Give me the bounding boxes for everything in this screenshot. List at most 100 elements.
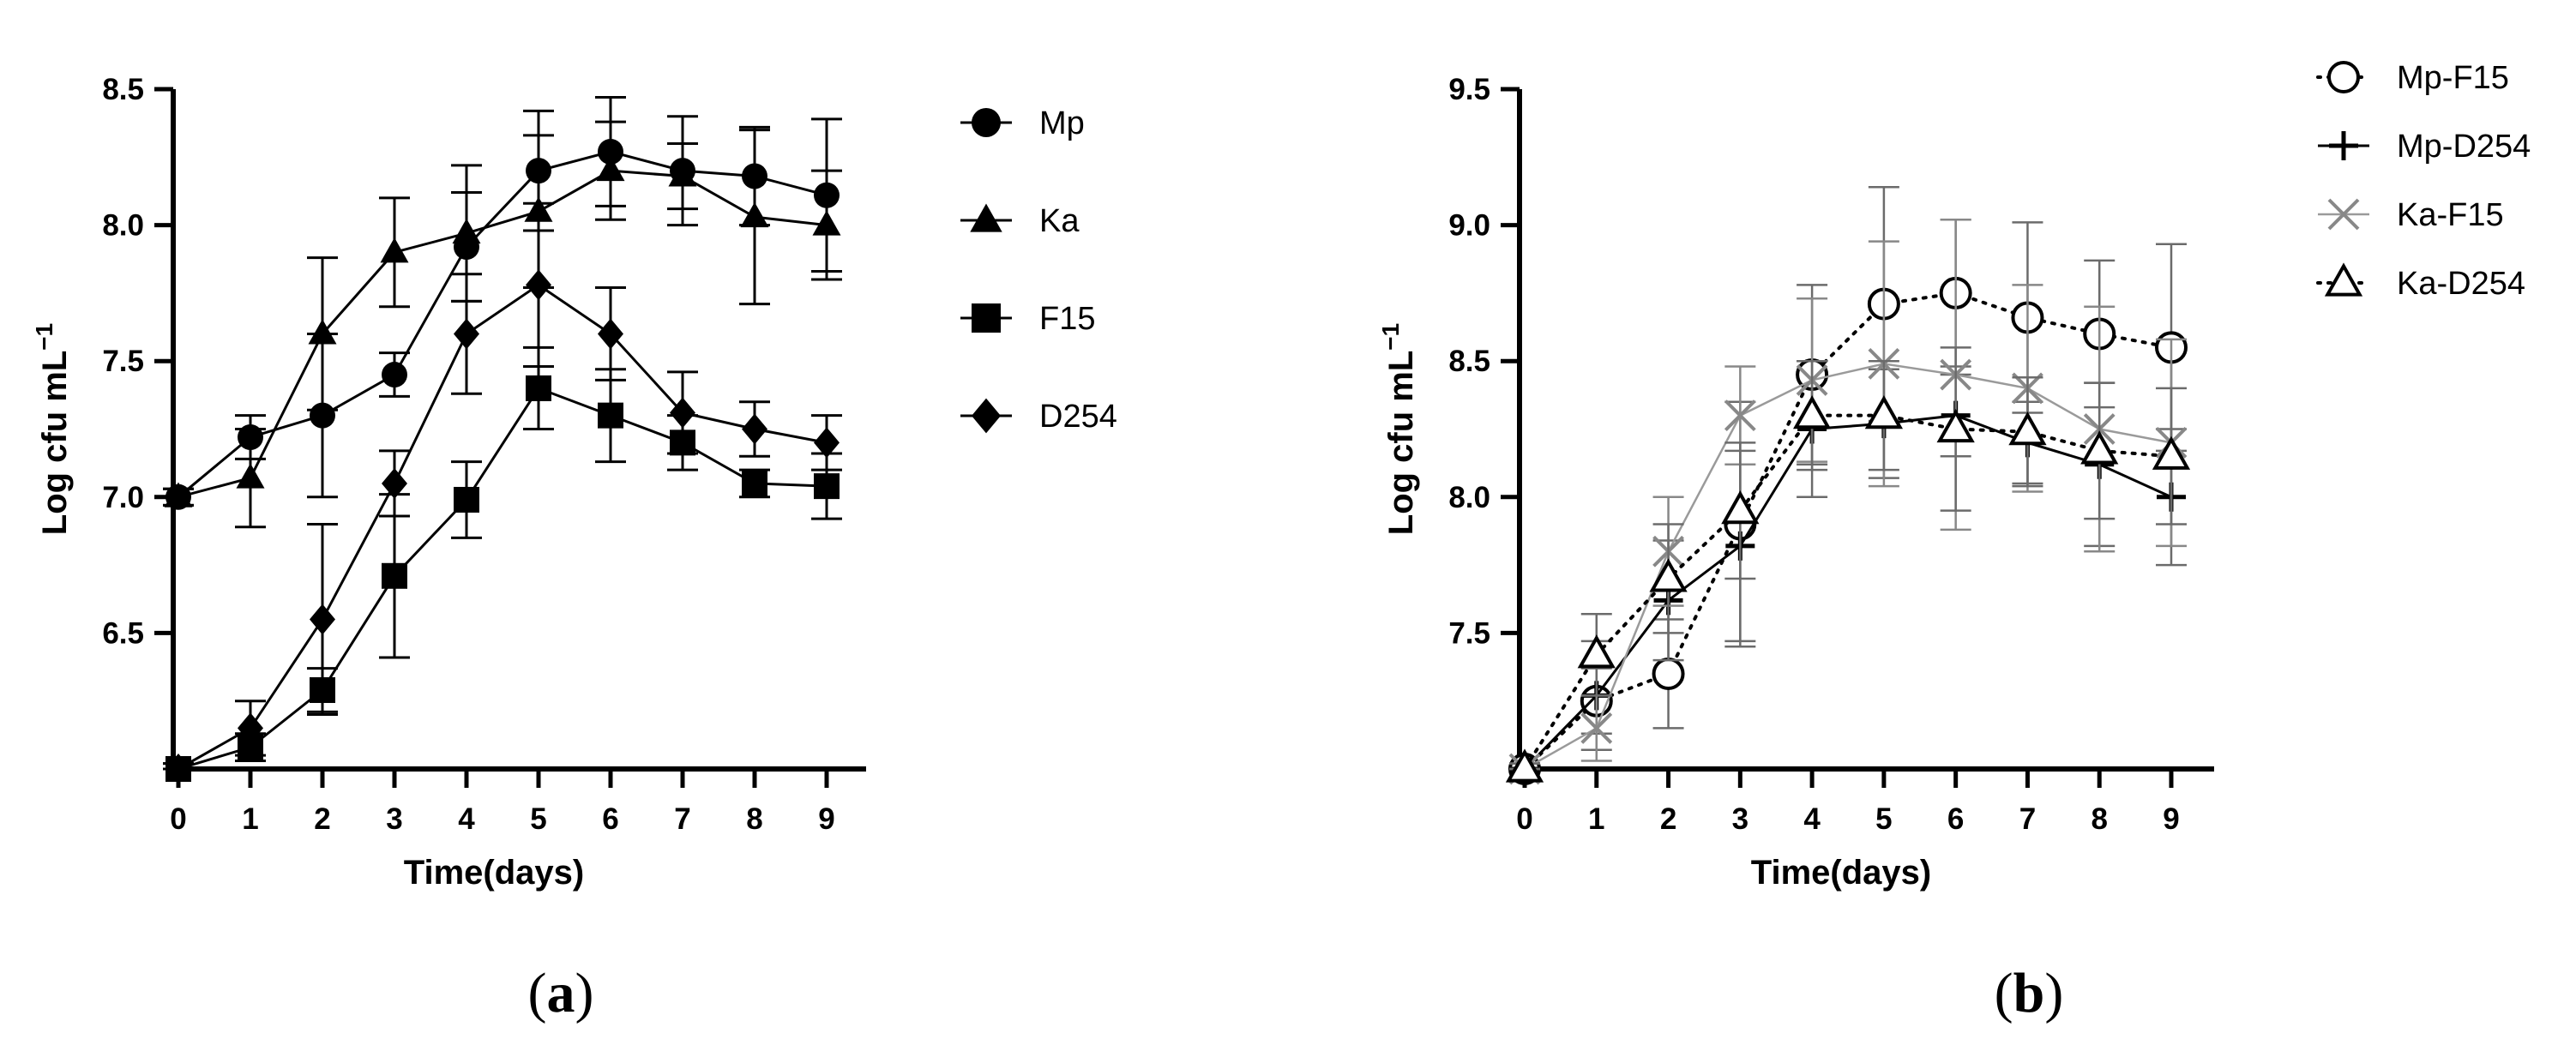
y-axis-title: Log cfu mL−1 xyxy=(1377,323,1420,535)
x-tick-label: 6 xyxy=(602,802,618,836)
y-axis-title-main: Log cfu mL xyxy=(1382,351,1420,536)
data-point xyxy=(454,486,479,513)
x-tick-label: 9 xyxy=(2163,802,2179,836)
y-axis-title-superscript: −1 xyxy=(1377,323,1404,351)
legend-marker xyxy=(2327,198,2360,231)
series-ka-d254 xyxy=(1505,346,2191,783)
legend-label: Mp-F15 xyxy=(2397,60,2509,96)
data-point xyxy=(238,712,263,744)
data-point xyxy=(1505,748,1544,783)
data-point xyxy=(1580,712,1613,744)
data-point xyxy=(382,467,407,499)
data-point xyxy=(526,269,551,301)
x-tick-label: 7 xyxy=(2019,802,2036,836)
data-point xyxy=(452,218,481,244)
series-ka xyxy=(163,120,842,529)
series-line xyxy=(178,387,828,771)
legend-item-f15: F15 xyxy=(960,301,1095,337)
x-tick-label: 2 xyxy=(1660,802,1676,836)
x-tick-label: 5 xyxy=(1875,802,1892,836)
legend-item-d254: D254 xyxy=(960,398,1117,435)
legend-label: D254 xyxy=(1039,399,1117,435)
data-point xyxy=(382,362,407,388)
data-point xyxy=(670,397,695,429)
y-tick-label: 9.0 xyxy=(1448,209,1490,243)
x-tick-label: 6 xyxy=(1947,802,1964,836)
series-line xyxy=(178,283,828,771)
series-line xyxy=(1524,363,2172,771)
data-point xyxy=(596,155,625,182)
data-point xyxy=(1577,634,1616,669)
legend-label: Ka-D254 xyxy=(2397,266,2525,302)
series-line xyxy=(1523,291,2173,771)
series-line xyxy=(1523,413,2173,771)
y-tick-label: 6.5 xyxy=(102,616,144,650)
data-point xyxy=(668,161,697,187)
series-line xyxy=(178,169,828,499)
data-point xyxy=(454,318,479,350)
legend-marker xyxy=(970,203,1002,232)
legend-marker xyxy=(972,398,1001,434)
legend-item-ka-f15: Ka-F15 xyxy=(2318,197,2504,233)
data-point xyxy=(742,470,767,496)
x-tick-label: 0 xyxy=(1516,802,1532,836)
chart-panel-b: 7.5 8.0 8.5 9.0 9.5 0 1 2 3 4 5 6 7 8 9 Time(days) Log c… xyxy=(1377,60,2531,1024)
data-point xyxy=(1936,408,1975,443)
legend-item-ka: Ka xyxy=(960,203,1080,239)
x-tick-label: 5 xyxy=(530,802,546,836)
data-point xyxy=(2080,430,2119,465)
legend-marker xyxy=(2324,262,2363,297)
data-point xyxy=(1792,395,1832,429)
legend-marker xyxy=(2329,131,2358,160)
panel-label: (b) xyxy=(1995,962,2064,1024)
legend-label: Mp-D254 xyxy=(2397,129,2531,165)
y-axis-title-superscript: −1 xyxy=(31,323,57,351)
data-point xyxy=(2152,435,2191,470)
data-point xyxy=(740,201,769,228)
data-point xyxy=(814,427,840,459)
legend-marker xyxy=(2327,61,2360,93)
x-tick-label: 0 xyxy=(170,802,186,836)
legend-label: Ka-F15 xyxy=(2397,197,2504,233)
data-point xyxy=(1721,490,1760,525)
data-point xyxy=(164,482,193,507)
data-point xyxy=(310,604,335,635)
data-point xyxy=(380,237,409,263)
x-axis-title: Time(days) xyxy=(404,854,584,892)
data-point xyxy=(742,413,767,445)
legend-item-mp: Mp xyxy=(960,105,1085,141)
x-tick-label: 2 xyxy=(314,802,330,836)
x-tick-label: 3 xyxy=(386,802,402,836)
x-tick-label: 9 xyxy=(818,802,834,836)
legend-label: Ka xyxy=(1039,203,1080,239)
data-point xyxy=(382,562,407,589)
data-point xyxy=(598,402,623,429)
y-tick-label: 8.5 xyxy=(1448,345,1490,378)
chart-panel-a: 6.5 7.0 7.5 8.0 8.5 0 1 2 3 4 5 6 7 8 9 Time(days) Log c… xyxy=(31,73,1117,1024)
x-axis-title: Time(days) xyxy=(1751,854,1931,892)
y-tick-label: 9.5 xyxy=(1448,73,1490,106)
legend-marker xyxy=(972,303,1001,333)
data-point xyxy=(236,463,265,489)
legend-label: F15 xyxy=(1039,301,1095,337)
y-tick-label: 7.5 xyxy=(1448,616,1490,650)
data-point xyxy=(1652,657,1685,690)
series-line xyxy=(178,150,828,498)
x-tick-label: 8 xyxy=(2091,802,2107,836)
data-point xyxy=(598,318,623,350)
data-point xyxy=(1864,395,1904,429)
legend-item-mp-f15: Mp-F15 xyxy=(2316,60,2509,96)
series-d254 xyxy=(163,201,842,784)
legend-item-mp-d254: Mp-D254 xyxy=(2318,129,2531,165)
y-tick-label: 7.0 xyxy=(102,481,144,514)
data-point xyxy=(2008,411,2047,446)
data-point xyxy=(526,375,551,401)
data-point xyxy=(308,319,337,345)
series-f15 xyxy=(163,345,842,782)
series-line xyxy=(1523,414,2172,771)
x-tick-label: 7 xyxy=(674,802,690,836)
y-axis-title: Log cfu mL−1 xyxy=(31,323,74,535)
x-tick-label: 4 xyxy=(1803,802,1821,836)
x-tick-label: 8 xyxy=(746,802,762,836)
